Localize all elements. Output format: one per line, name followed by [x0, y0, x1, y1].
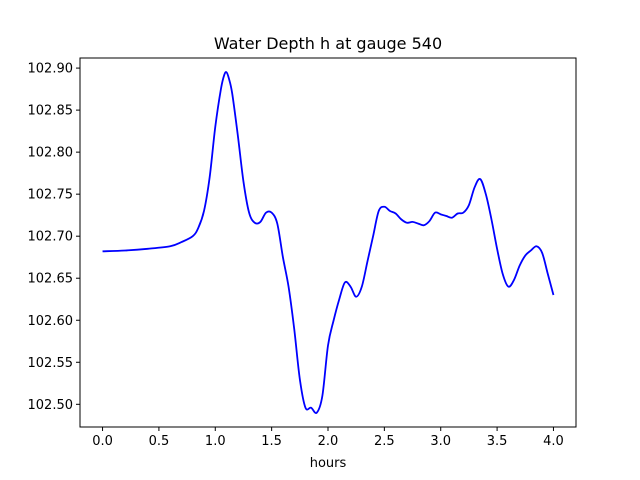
x-tick-label: 2.0	[318, 434, 339, 449]
x-tick-label: 0.5	[149, 434, 170, 449]
y-tick-label: 102.60	[28, 314, 74, 329]
x-tick-label: 3.5	[487, 434, 508, 449]
x-tick-label: 0.0	[92, 434, 113, 449]
chart-title: Water Depth h at gauge 540	[214, 34, 442, 53]
x-axis-label: hours	[310, 456, 347, 471]
y-tick-label: 102.90	[28, 62, 74, 77]
series-line-0	[102, 71, 555, 414]
y-tick-label: 102.85	[28, 104, 74, 119]
x-tick-label: 3.0	[430, 434, 451, 449]
x-tick-label: 4.0	[543, 434, 564, 449]
y-tick-label: 102.50	[28, 398, 74, 413]
x-tick-label: 1.5	[261, 434, 282, 449]
y-tick-label: 102.65	[28, 272, 74, 287]
x-tick-label: 2.5	[374, 434, 395, 449]
x-tick-label: 1.0	[205, 434, 226, 449]
y-tick-label: 102.55	[28, 356, 74, 371]
y-tick-label: 102.70	[28, 230, 74, 245]
y-tick-label: 102.75	[28, 188, 74, 203]
plot-area: 0.0 0.5 1.0 1.5 2.0 2.5 3.0 3.5 4.0 102.50 102.55 1…	[28, 57, 577, 449]
y-tick-label: 102.80	[28, 146, 74, 161]
